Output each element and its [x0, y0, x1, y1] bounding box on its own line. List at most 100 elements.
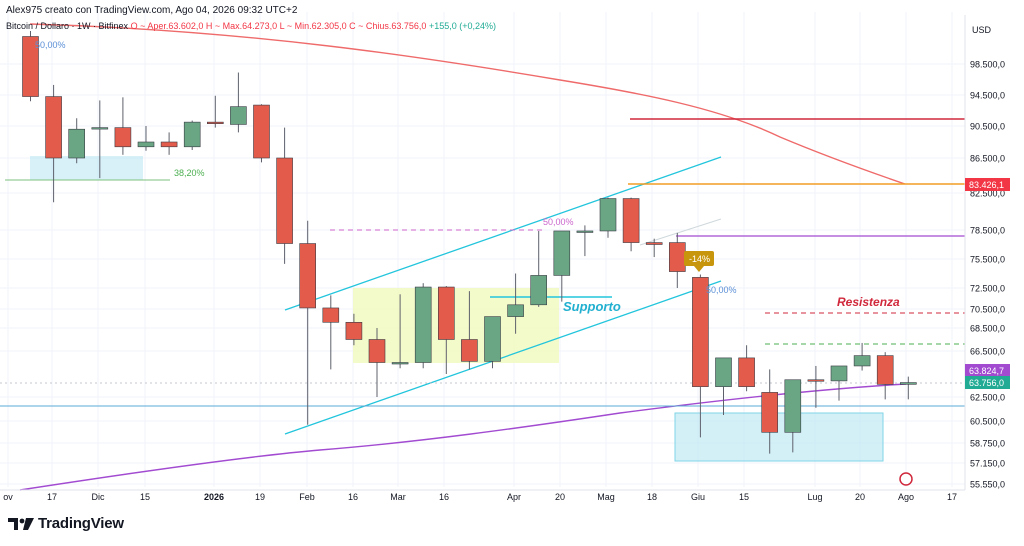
- candle: [530, 275, 548, 306]
- candle: [253, 104, 270, 159]
- chart-header: Alex975 creato con TradingView.com, Ago …: [6, 5, 297, 16]
- candle: [368, 339, 386, 363]
- price-tag-label: 83.426,1: [969, 180, 1004, 190]
- candle: [668, 242, 686, 272]
- y-tick-label: 62.500,0: [970, 393, 1005, 403]
- candle: [876, 355, 894, 385]
- x-tick-label: Dic: [92, 492, 105, 502]
- fib-right-label: 50,00%: [706, 285, 737, 295]
- candle: [91, 127, 109, 130]
- x-tick-label: 20: [855, 492, 865, 502]
- candle: [391, 362, 409, 365]
- candle: [507, 304, 524, 317]
- candle: [299, 243, 317, 309]
- candle: [830, 365, 848, 382]
- x-tick-label: Feb: [299, 492, 315, 502]
- x-tick-label: 18: [647, 492, 657, 502]
- candle: [437, 286, 455, 340]
- candle: [322, 307, 340, 323]
- y-tick-label: 82.500,0: [970, 189, 1005, 199]
- x-tick-label: 19: [255, 492, 265, 502]
- resistenza-label: Resistenza: [837, 295, 900, 309]
- price-tag-label: 63.824,7: [969, 366, 1004, 376]
- candle: [738, 357, 755, 387]
- x-tick-label: 16: [439, 492, 449, 502]
- fib-top-label: 50,00%: [35, 40, 66, 50]
- candle: [207, 121, 224, 124]
- y-tick-label: 86.500,0: [970, 154, 1005, 164]
- price-tag-bg: [965, 178, 1010, 191]
- candle: [761, 392, 779, 433]
- candle: [484, 316, 501, 362]
- flag-icon: [899, 472, 913, 486]
- badge-text: -14%: [689, 254, 710, 264]
- y-axis-unit: USD: [972, 25, 992, 35]
- header-title: Alex975 creato con TradingView.com, Ago …: [6, 5, 298, 16]
- candle: [114, 127, 132, 148]
- symbol-name: Bitcoin / Dollaro · 1W · Bitfinex: [6, 21, 129, 31]
- candle: [137, 141, 155, 148]
- candle: [576, 230, 594, 233]
- candle: [45, 96, 62, 159]
- fib-zone: [30, 156, 143, 180]
- badge-bg: [684, 251, 714, 266]
- x-axis: ov 17 Dic 15 2026 19 Feb 16 Mar 16 Apr 20 Mag 18 Giu 15…: [0, 489, 965, 502]
- candle: [692, 277, 709, 387]
- y-tick-label: 70.500,0: [970, 305, 1005, 315]
- y-tick-label: 90.500,0: [970, 122, 1005, 132]
- y-tick-label: 68.500,0: [970, 324, 1005, 334]
- fib-mid-label: 50,00%: [543, 217, 574, 227]
- y-tick-label: 66.500,0: [970, 347, 1005, 357]
- y-tick-label: 78.500,0: [970, 226, 1005, 236]
- zones: [30, 156, 884, 462]
- y-axis-bg: [965, 0, 1024, 490]
- candle: [414, 286, 432, 363]
- y-tick-label: 60.500,0: [970, 417, 1005, 427]
- x-tick-label: Mag: [597, 492, 615, 502]
- x-tick-label: Mar: [390, 492, 406, 502]
- x-tick-label: Giu: [691, 492, 705, 502]
- supporto-label: Supporto: [563, 299, 621, 314]
- y-tick-label: 58.750,0: [970, 439, 1005, 449]
- x-tick-label: 20: [555, 492, 565, 502]
- x-tick-label: 15: [140, 492, 150, 502]
- ohlc-values: O ~ Aper.63.602,0 H ~ Max.64.273,0 L ~ M…: [130, 21, 427, 31]
- symbol-info: Bitcoin / Dollaro · 1W · Bitfinex O ~ Ap…: [6, 21, 496, 31]
- x-tick-label: Apr: [507, 492, 521, 502]
- channel-lower: [284, 280, 722, 435]
- channel-upper: [284, 156, 722, 311]
- x-tick-label: 2026: [204, 492, 224, 502]
- badge-pointer: [694, 266, 704, 272]
- level-lines: [0, 118, 965, 435]
- candle: [807, 379, 825, 382]
- y-tick-label: 75.500,0: [970, 255, 1005, 265]
- x-tick-label: ov: [3, 492, 13, 502]
- chart-labels: 50,00% 38,20% 50,00% 50,00% Supporto Resisten…: [35, 40, 913, 486]
- candle: [22, 36, 39, 97]
- candle: [645, 242, 663, 245]
- candle: [553, 230, 571, 276]
- candle: [784, 379, 802, 433]
- price-tag-label: 63.756,0: [969, 378, 1004, 388]
- support-zone: [674, 412, 884, 462]
- price-change: +155,0 (+0,24%): [428, 21, 497, 31]
- candle: [899, 382, 917, 385]
- ma-red-line: [29, 23, 906, 185]
- x-tick-label: 16: [348, 492, 358, 502]
- candle: [599, 198, 617, 232]
- y-tick-label: 55.550,0: [970, 480, 1005, 490]
- candle: [622, 198, 640, 243]
- candle: [230, 106, 247, 125]
- fib-382-label: 38,20%: [174, 168, 205, 178]
- candle: [68, 128, 85, 159]
- x-tick-label: 17: [47, 492, 57, 502]
- candle: [715, 357, 732, 387]
- y-tick-label: 72.500,0: [970, 284, 1005, 294]
- tradingview-logo[interactable]: TradingView: [8, 515, 124, 532]
- candles: [22, 31, 917, 454]
- tradingview-logo-icon: [8, 517, 34, 530]
- y-tick-label: 57.150,0: [970, 459, 1005, 469]
- x-tick-label: Lug: [807, 492, 822, 502]
- candle: [461, 339, 478, 362]
